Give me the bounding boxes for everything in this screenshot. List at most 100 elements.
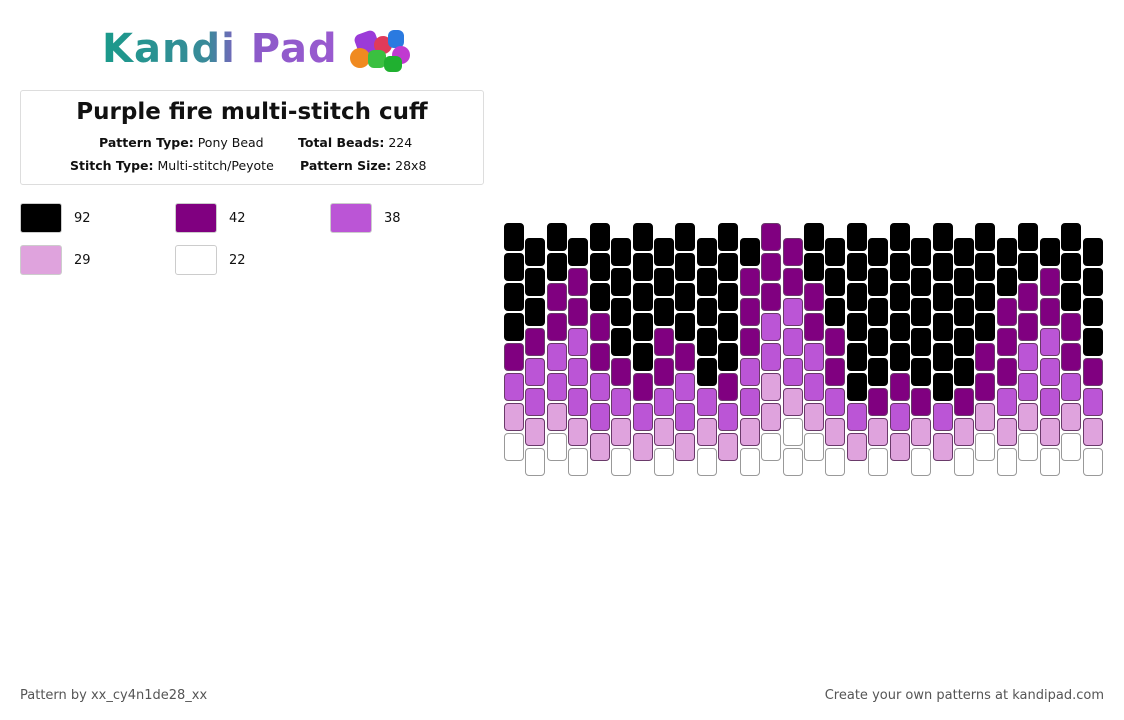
bead-count: 38 xyxy=(384,210,401,226)
pattern-type-label: Pattern Type: xyxy=(99,135,194,150)
bead xyxy=(654,388,674,416)
bead xyxy=(739,268,760,296)
pattern-type: Pattern Type: Pony Bead xyxy=(99,135,264,150)
bead xyxy=(846,373,867,401)
bead xyxy=(825,418,846,446)
bead xyxy=(825,328,846,356)
bead xyxy=(675,223,696,251)
bead xyxy=(1082,238,1103,266)
bead xyxy=(1061,313,1082,341)
bead xyxy=(1061,433,1082,461)
total-beads-value: 224 xyxy=(388,135,413,150)
bead xyxy=(932,223,953,251)
bead xyxy=(889,283,910,311)
bead xyxy=(718,373,739,401)
color-swatch xyxy=(20,245,62,275)
bead xyxy=(675,433,696,461)
bead xyxy=(718,283,739,311)
logo-text: Kandi Pad xyxy=(102,26,338,72)
bead xyxy=(1039,418,1060,446)
bead xyxy=(568,238,589,266)
bead xyxy=(761,403,782,431)
bead-count: 92 xyxy=(74,210,91,226)
bead xyxy=(739,328,760,356)
bead xyxy=(804,313,824,341)
bead xyxy=(996,268,1017,296)
bead xyxy=(761,283,782,311)
bead xyxy=(782,358,803,386)
bead xyxy=(889,223,910,251)
bead xyxy=(804,373,824,401)
bead xyxy=(911,388,932,416)
bead xyxy=(1061,343,1082,371)
bead xyxy=(975,433,996,461)
kandipad-promo-link[interactable]: Create your own patterns at kandipad.com xyxy=(824,688,1104,703)
bead xyxy=(868,448,889,476)
color-swatch xyxy=(330,203,372,233)
pattern-size-label: Pattern Size: xyxy=(300,158,392,173)
bead xyxy=(718,223,739,251)
bead xyxy=(1039,328,1060,356)
total-beads: Total Beads: 224 xyxy=(298,135,412,150)
bead xyxy=(782,388,803,416)
bead xyxy=(696,388,717,416)
bead xyxy=(654,298,674,326)
pattern-size-value: 28x8 xyxy=(395,158,427,173)
bead xyxy=(1082,268,1103,296)
bead xyxy=(846,283,867,311)
bead xyxy=(696,298,717,326)
bead xyxy=(525,238,546,266)
bead xyxy=(996,358,1017,386)
bead xyxy=(1018,403,1039,431)
bead xyxy=(846,313,867,341)
bead xyxy=(504,223,524,251)
bead xyxy=(718,343,739,371)
bead xyxy=(654,328,674,356)
bead-count: 29 xyxy=(74,252,91,268)
bead xyxy=(954,388,974,416)
bead xyxy=(1082,328,1103,356)
bead xyxy=(804,283,824,311)
bead xyxy=(1018,313,1039,341)
bead xyxy=(654,418,674,446)
bead xyxy=(589,343,610,371)
bead xyxy=(546,343,567,371)
bead xyxy=(504,253,524,281)
bead xyxy=(718,403,739,431)
bead xyxy=(1039,298,1060,326)
bead xyxy=(932,283,953,311)
bead xyxy=(696,328,717,356)
bead xyxy=(954,298,974,326)
bead xyxy=(1039,268,1060,296)
bead xyxy=(825,388,846,416)
bead xyxy=(889,373,910,401)
bead xyxy=(868,418,889,446)
bead xyxy=(568,358,589,386)
bead xyxy=(632,223,653,251)
bead xyxy=(782,238,803,266)
bead xyxy=(932,403,953,431)
stitch-type-value: Multi-stitch/Peyote xyxy=(157,158,274,173)
bead xyxy=(611,448,632,476)
bead xyxy=(932,253,953,281)
legend-item-white: 22 xyxy=(175,245,246,275)
bead xyxy=(911,418,932,446)
bead xyxy=(996,418,1017,446)
bead xyxy=(1039,388,1060,416)
bead xyxy=(546,373,567,401)
bead xyxy=(846,343,867,371)
bead xyxy=(996,388,1017,416)
bead xyxy=(804,403,824,431)
bead xyxy=(504,283,524,311)
bead xyxy=(975,343,996,371)
bead xyxy=(1039,448,1060,476)
kandi-pad-logo[interactable]: Kandi Pad xyxy=(102,26,418,72)
bead xyxy=(911,358,932,386)
pattern-type-value: Pony Bead xyxy=(197,135,264,150)
bead xyxy=(868,268,889,296)
bead xyxy=(632,283,653,311)
bead xyxy=(932,313,953,341)
bead xyxy=(718,433,739,461)
bead xyxy=(975,313,996,341)
bead xyxy=(761,343,782,371)
